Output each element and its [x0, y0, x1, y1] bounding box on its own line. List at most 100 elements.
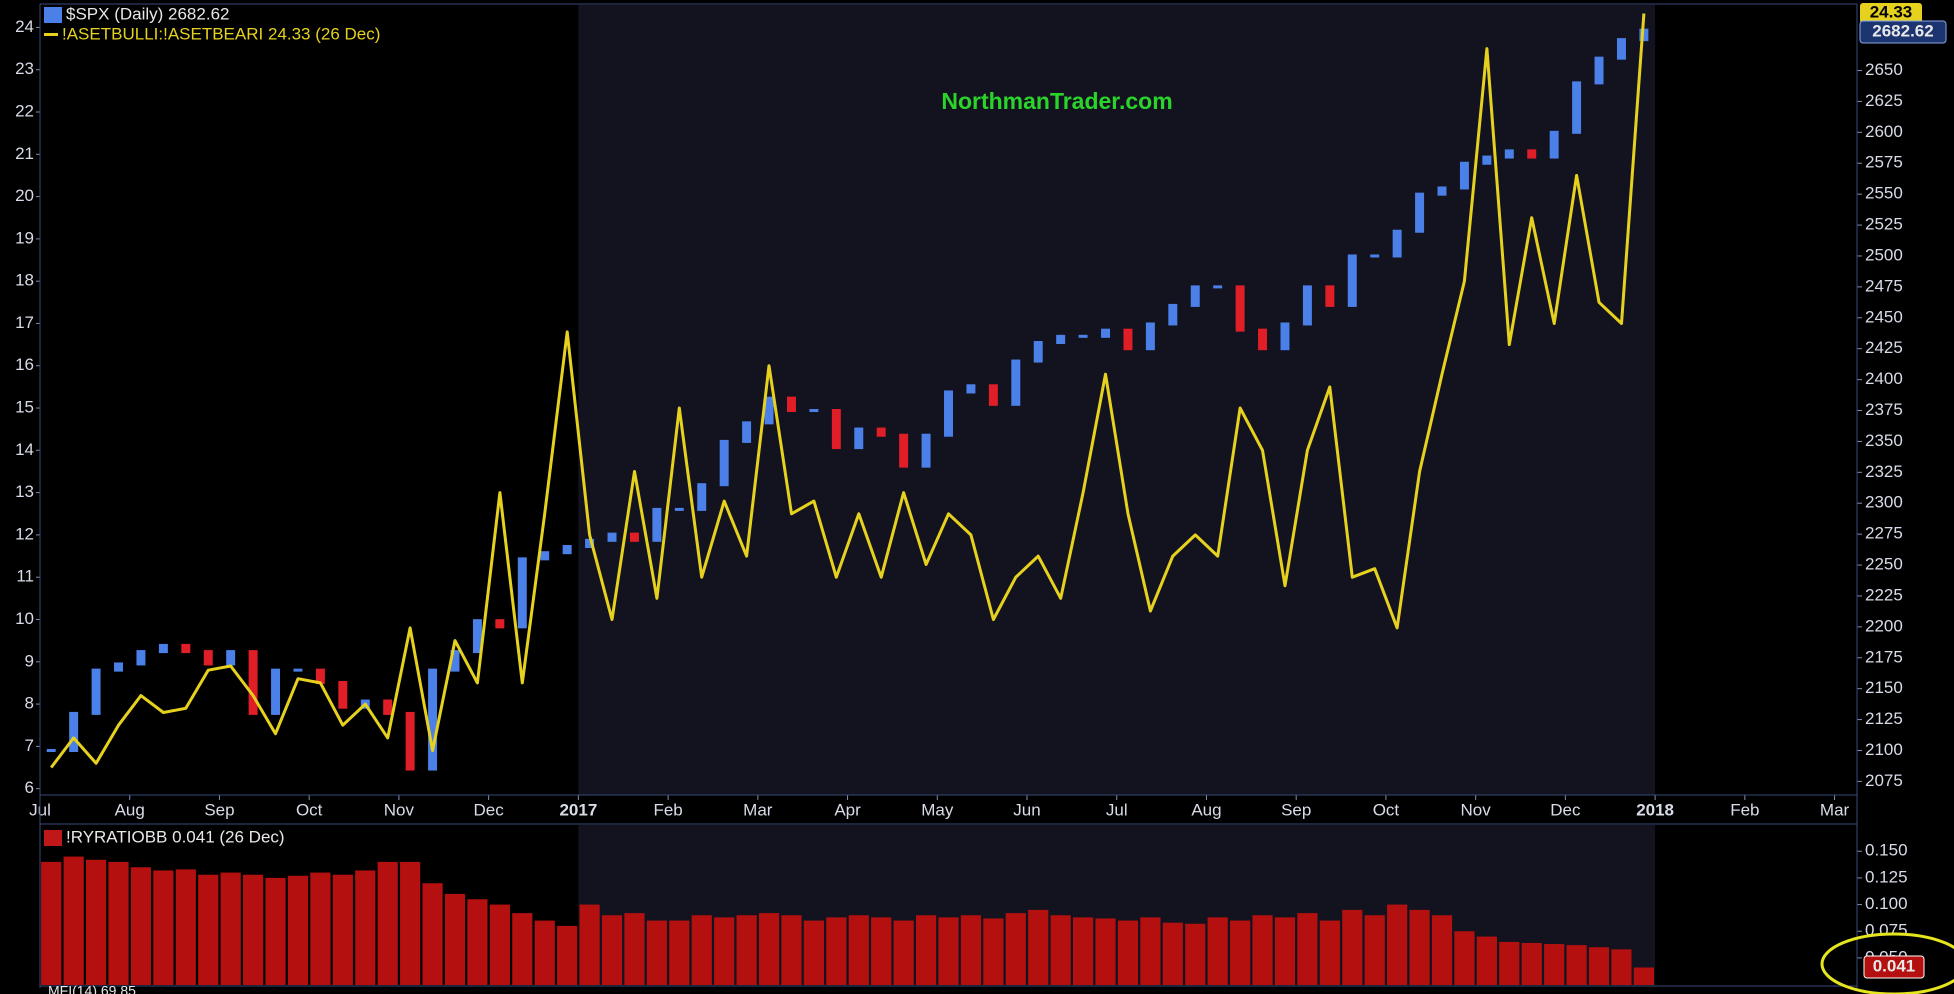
price-bar [1101, 328, 1111, 338]
price-bar [1572, 81, 1582, 134]
x-tick-label: Nov [384, 800, 415, 819]
bar [826, 917, 847, 985]
value-badge-text: 2682.62 [1872, 21, 1933, 40]
bar [781, 915, 802, 985]
price-bar [1347, 254, 1357, 307]
y2-tick-label: 2350 [1865, 431, 1903, 450]
value-badge [1863, 955, 1925, 979]
x-tick-label: May [921, 800, 954, 819]
y2-tick-label: 0.150 [1865, 841, 1908, 860]
y2-tick-label: 2625 [1865, 91, 1903, 110]
price-bar [607, 532, 617, 542]
y-tick-label: 10 [15, 609, 34, 628]
y2-tick-label: 2450 [1865, 307, 1903, 326]
y2-tick-label: 2075 [1865, 771, 1903, 790]
bar [1387, 904, 1408, 985]
x-tick-label: Sep [204, 800, 234, 819]
y2-tick-label: 2400 [1865, 369, 1903, 388]
y-tick-label: 6 [25, 778, 34, 797]
bar [41, 861, 62, 985]
price-bar [1011, 359, 1021, 406]
bar [198, 874, 219, 985]
bar [1230, 920, 1251, 985]
price-bar [944, 390, 953, 437]
price-bar [293, 668, 303, 672]
legend-entry: $SPX (Daily) 2682.62 [66, 4, 229, 23]
price-bar [697, 483, 707, 511]
bar [1454, 931, 1475, 985]
bar [601, 915, 623, 985]
y2-tick-label: 2575 [1865, 153, 1903, 172]
price-bar [831, 409, 841, 450]
y-tick-label: 9 [25, 651, 34, 670]
y2-tick-label: 2525 [1865, 215, 1903, 234]
price-bar [988, 384, 998, 406]
price-bar [674, 507, 684, 511]
x-tick-label: Jun [1013, 800, 1040, 819]
price-bar [1415, 192, 1425, 233]
y-tick-label: 20 [15, 186, 34, 205]
bar [400, 861, 421, 985]
price-bar [1325, 285, 1335, 307]
legend-icon [44, 830, 62, 846]
bar [467, 899, 488, 985]
year-shading [578, 5, 1656, 795]
bar [1252, 915, 1273, 985]
price-bar [540, 551, 550, 561]
bar [265, 877, 286, 985]
bar [1005, 913, 1026, 985]
bar [758, 913, 780, 985]
price-bar [1437, 186, 1447, 196]
price-bar [1504, 149, 1514, 159]
price-bar [1280, 322, 1290, 351]
x-tick-label: Dec [474, 800, 505, 819]
bar [512, 913, 533, 985]
y2-tick-label: 2325 [1865, 462, 1903, 481]
price-bar [114, 662, 123, 672]
x-tick-label: Nov [1461, 800, 1492, 819]
price-bar [1639, 28, 1649, 42]
price-bar [271, 668, 281, 715]
bar [1364, 915, 1385, 985]
year-shading [578, 825, 1656, 985]
bar [1476, 936, 1497, 985]
x-tick-label: Apr [834, 800, 861, 819]
bar [1274, 917, 1296, 985]
bar [1117, 920, 1139, 985]
price-bar [742, 421, 752, 443]
bar [220, 872, 241, 985]
x-tick-label: Oct [1373, 800, 1400, 819]
price-bar [1033, 341, 1043, 363]
value-badge [1860, 3, 1922, 23]
bar [243, 874, 264, 985]
bar [85, 859, 107, 985]
bar [108, 861, 129, 985]
price-bar [1168, 303, 1178, 326]
price-bar [921, 433, 931, 468]
x-tick-label: 2017 [559, 800, 597, 819]
bar [1185, 923, 1206, 985]
bar [1319, 920, 1340, 985]
bar [736, 915, 757, 985]
price-bar [1258, 328, 1268, 351]
y2-tick-label: 2650 [1865, 60, 1903, 79]
price-bar [69, 711, 79, 752]
value-badge [1859, 20, 1947, 44]
bar [1342, 909, 1363, 985]
price-bar [517, 557, 527, 629]
y2-tick-label: 2600 [1865, 122, 1903, 141]
bar [1140, 917, 1161, 985]
bar [691, 915, 712, 985]
bar [1409, 909, 1430, 985]
bar [803, 920, 825, 985]
y-tick-label: 16 [15, 355, 34, 374]
y2-tick-label: 0.125 [1865, 867, 1908, 886]
bar [714, 917, 735, 985]
legend-entry: !ASETBULLI:!ASETBEARI 24.33 (26 Dec) [62, 24, 380, 43]
price-bar [1616, 38, 1626, 60]
price-bar [629, 532, 639, 542]
price-bar [226, 650, 236, 666]
bar [669, 920, 690, 985]
y2-tick-label: 2225 [1865, 585, 1903, 604]
bar [938, 917, 959, 985]
